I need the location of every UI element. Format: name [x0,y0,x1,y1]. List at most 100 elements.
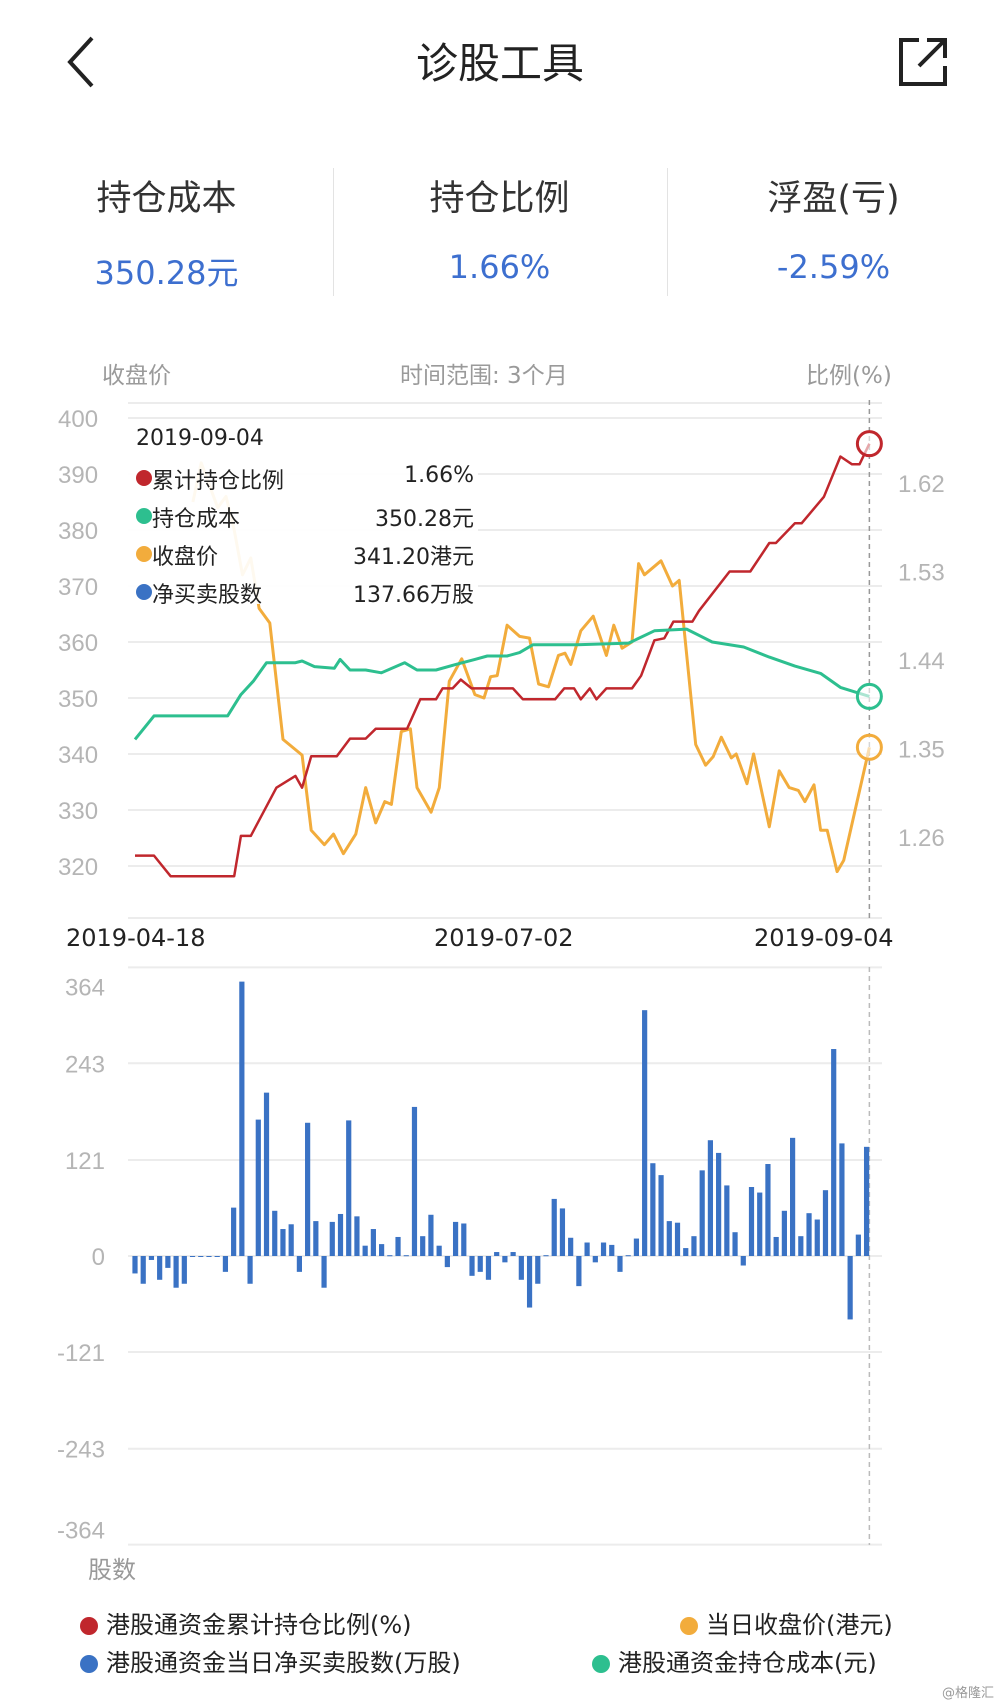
series-line [191,461,871,874]
left-tick-label: 380 [58,518,98,545]
net-trade-bar [642,1010,648,1256]
tooltip-row-cost: 持仓成本 350.28元 [136,501,474,532]
net-trade-bar [584,1242,590,1256]
net-trade-bar [370,1229,376,1256]
net-trade-bar [617,1256,623,1272]
net-trade-bar [716,1152,722,1256]
left-tick-label: 350 [58,686,98,713]
page-title: 诊股工具 [415,39,584,88]
net-trade-bar [403,1255,409,1257]
net-trade-bar [625,1255,631,1257]
right-tick-label: 1.62 [898,471,945,498]
tooltip-value: 137.66万股 [353,583,474,608]
net-trade-bar [699,1170,705,1256]
left-tick-label: 340 [58,742,98,769]
stat-label: 持仓比例 [429,179,570,219]
net-trade-bar [806,1213,812,1256]
net-trade-bar [329,1221,335,1256]
bar-tick-label: -121 [57,1340,105,1367]
stat-value: 1.66% [448,248,551,286]
legend-item-price[interactable]: 当日收盘价(港元) [680,1605,893,1640]
net-trade-bar [831,1049,837,1256]
tooltip-name: 持仓成本 [152,507,241,532]
net-trade-bar [674,1222,681,1256]
net-trade-bar [822,1190,829,1256]
back-chevron-icon[interactable] [58,32,108,92]
tooltip-value: 341.20港元 [353,545,474,570]
net-trade-bar [165,1256,171,1268]
net-trade-bar [650,1163,656,1256]
tooltip-value: 1.66% [404,463,474,488]
legend-item-ratio[interactable]: 港股通资金累计持仓比例(%) [80,1605,412,1640]
share-icon[interactable] [895,34,951,90]
net-trade-bar [683,1248,689,1256]
net-trade-bar [346,1120,352,1256]
right-tick-label: 1.26 [898,825,945,852]
net-trade-bar [477,1256,483,1272]
net-trade-bar [732,1232,738,1256]
bar-tick-label: 121 [65,1148,105,1175]
net-trade-bar [518,1256,524,1280]
net-trade-bar [576,1256,582,1287]
net-trade-bar [839,1143,845,1256]
series-end-marker [855,682,883,710]
net-trade-bar [748,1187,755,1256]
net-trade-bar [510,1252,516,1256]
tooltip-row-net: 净买卖股数 137.66万股 [136,577,474,608]
net-trade-bar [740,1256,746,1266]
net-trade-bar [354,1216,360,1256]
stat-value: -2.59% [776,248,891,286]
net-trade-bar [847,1256,853,1320]
net-trade-bar [198,1256,204,1257]
net-trade-bar [666,1221,672,1256]
right-axis-title: 比例(%) [806,363,892,389]
net-trade-bar [724,1185,730,1256]
net-trade-bar [263,1092,270,1256]
stat-holding-cost: 持仓成本 350.28元 [0,170,333,294]
tooltip-row-price: 收盘价 341.20港元 [136,539,474,570]
net-trade-bar [214,1256,220,1257]
chart-tooltip: 2019-09-04 累计持仓比例 1.66% 持仓成本 350.28元 收盘价 34… [128,424,478,608]
bar-tick-label: 243 [65,1051,105,1078]
net-trade-bar [469,1256,475,1276]
net-trade-bar [502,1256,508,1263]
left-axis-title: 收盘价 [102,363,171,389]
orange-dot-icon [136,546,152,562]
net-trade-bar [798,1236,804,1256]
legend-item-cost[interactable]: 港股通资金持仓成本(元) [592,1643,877,1678]
net-trade-bar [231,1207,237,1256]
net-trade-bar [206,1256,212,1257]
net-trade-bar [691,1236,697,1256]
blue-dot-icon [80,1655,98,1673]
legend-label: 当日收盘价(港元) [706,1611,893,1639]
net-trade-bar [658,1175,664,1256]
net-trade-bar [296,1256,302,1272]
net-trade-bar [239,981,245,1256]
legend-item-net[interactable]: 港股通资金当日净买卖股数(万股) [80,1643,461,1678]
net-trade-bar [173,1256,179,1288]
stat-holding-ratio: 持仓比例 1.66% [333,170,666,286]
time-range-selector[interactable]: 时间范围: 3个月 [400,363,568,389]
series-end-marker [855,430,883,458]
stat-value: 350.28元 [94,254,239,292]
left-tick-label: 390 [58,462,98,489]
net-trade-bar [781,1210,787,1256]
orange-dot-icon [680,1617,698,1635]
net-trade-bar [535,1256,541,1284]
net-trade-bar [436,1245,442,1256]
net-trade-bar [337,1213,344,1256]
net-trade-bar [181,1256,187,1284]
net-trade-bar [461,1223,467,1256]
net-trade-bar [148,1256,155,1260]
bar-tick-label: 364 [65,974,105,1001]
net-trade-bar [773,1236,779,1256]
net-trade-bar [592,1256,598,1263]
net-trade-bar [379,1244,385,1256]
bar-tick-label: -243 [57,1437,105,1464]
net-trade-bar [157,1256,163,1280]
watermark: @格隆汇 [941,1686,994,1701]
tooltip-name: 累计持仓比例 [152,469,285,494]
net-trade-bar [288,1224,294,1256]
series-end-marker [855,733,883,761]
net-trade-bar [559,1208,566,1256]
